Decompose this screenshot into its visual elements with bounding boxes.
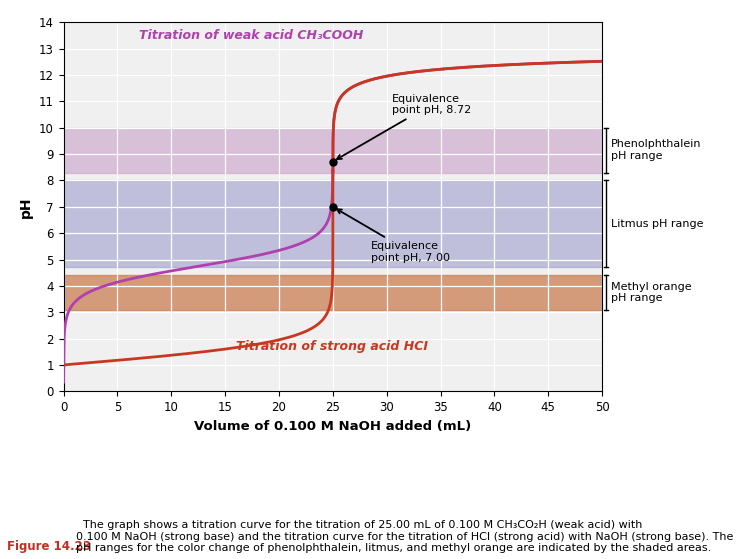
Text: The graph shows a titration curve for the titration of 25.00 mL of 0.100 M CH₃CO: The graph shows a titration curve for th… — [76, 520, 734, 553]
Text: Phenolphthalein
pH range: Phenolphthalein pH range — [611, 139, 702, 161]
Bar — [64, 276, 602, 310]
Text: Equivalence
point pH, 8.72: Equivalence point pH, 8.72 — [337, 93, 471, 159]
Text: Figure 14.23: Figure 14.23 — [7, 541, 91, 553]
Y-axis label: pH: pH — [19, 196, 34, 217]
Text: Titration of weak acid CH₃COOH: Titration of weak acid CH₃COOH — [139, 30, 364, 42]
Text: Titration of strong acid HCI: Titration of strong acid HCI — [236, 340, 428, 353]
Text: Litmus pH range: Litmus pH range — [611, 219, 704, 229]
Text: Equivalence
point pH, 7.00: Equivalence point pH, 7.00 — [337, 209, 450, 263]
Text: Methyl orange
pH range: Methyl orange pH range — [611, 282, 692, 304]
Bar — [64, 128, 602, 173]
X-axis label: Volume of 0.100 M NaOH added (mL): Volume of 0.100 M NaOH added (mL) — [194, 420, 471, 433]
Bar — [64, 181, 602, 267]
